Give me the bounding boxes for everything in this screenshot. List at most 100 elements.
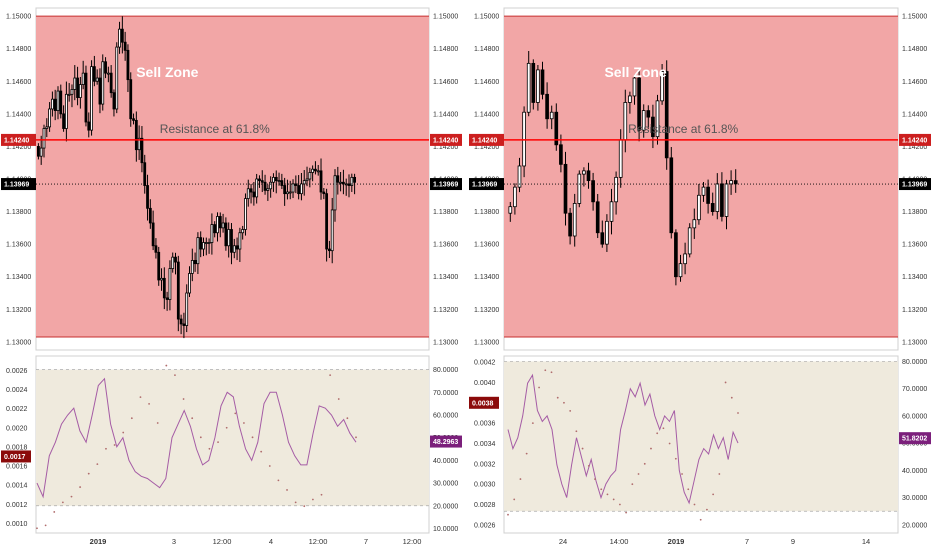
- indicator-dot: [277, 479, 280, 482]
- indicator-tick-right: 40.0000: [433, 458, 458, 465]
- price-tick-right: 1.14800: [433, 46, 458, 53]
- candle-body: [701, 186, 706, 196]
- chart-panel-1: Sell Zone Resistance at 61.8% 1.15000 1.150…: [1, 7, 462, 546]
- indicator-dot: [544, 369, 547, 372]
- indicator-dot: [693, 503, 696, 506]
- candle-body: [272, 176, 275, 183]
- price-tick-left: 1.15000: [474, 14, 499, 21]
- candle-body: [297, 185, 301, 195]
- candle-body: [260, 180, 264, 183]
- resistance-badge-right-bg: [899, 133, 931, 146]
- candle-body: [134, 119, 138, 151]
- price-tick-left: 1.13400: [6, 274, 31, 281]
- price-tick-left: 1.13600: [6, 242, 31, 249]
- indicator-tick-left: 0.0036: [474, 421, 496, 428]
- indicator-dot: [286, 489, 288, 491]
- indicator-dot: [44, 524, 47, 527]
- price-tick-right: 1.13200: [433, 307, 458, 314]
- indicator-dot: [581, 447, 584, 450]
- indicator-tick-right: 10.0000: [433, 526, 458, 533]
- indicator-dot: [105, 447, 107, 450]
- indicator-dot: [563, 401, 565, 404]
- candle-body: [277, 180, 281, 183]
- candle-body: [210, 224, 214, 243]
- candle-body: [53, 98, 57, 111]
- candle-body: [605, 220, 609, 245]
- current-price-badge-right-bg: [899, 178, 931, 191]
- candle-body: [554, 111, 559, 146]
- candle-body: [347, 183, 351, 186]
- candle-body: [230, 229, 233, 253]
- price-tick-left: 1.14200: [474, 144, 499, 151]
- indicator-dot: [706, 508, 708, 511]
- current-price-badge-right: 1.13969: [899, 178, 931, 191]
- candle-body: [586, 170, 591, 182]
- current-price-badge-left-text: 1.13969: [4, 182, 29, 189]
- indicator-tick-left: 0.0012: [6, 502, 28, 509]
- candle-body: [73, 77, 77, 90]
- candle-body: [45, 126, 49, 129]
- price-tick-right: 1.14800: [902, 46, 927, 53]
- current-price-badge-right-text: 1.13969: [433, 182, 458, 189]
- candle-body: [104, 61, 107, 74]
- resistance-label: Resistance at 61.8%: [160, 122, 270, 136]
- candle-body: [632, 77, 637, 97]
- price-tick-left: 1.15000: [6, 14, 31, 21]
- indicator-dot: [687, 488, 690, 491]
- indicator-badge-left: 0.0038: [469, 396, 499, 409]
- candle-body: [202, 242, 205, 250]
- resistance-badge-right: 1.14240: [430, 133, 462, 146]
- indicator-dot: [600, 488, 603, 491]
- indicator-badge-left-bg: [1, 450, 31, 463]
- price-tick-left: 1.13200: [6, 307, 31, 314]
- indicator-tick-right: 70.0000: [433, 390, 458, 397]
- candle-body: [162, 277, 166, 299]
- candles: [36, 16, 357, 339]
- x-tick-label: 7: [364, 537, 368, 546]
- candle-body: [646, 110, 651, 118]
- indicator-dot: [656, 432, 659, 435]
- price-tick-right: 1.15000: [433, 14, 458, 21]
- candle-body: [199, 237, 203, 250]
- candle-body: [697, 194, 701, 221]
- indicator-tick-left: 0.0028: [474, 502, 496, 509]
- candle-body: [710, 203, 715, 212]
- candle-body: [216, 216, 219, 234]
- candle-body: [526, 62, 531, 113]
- indicator-dot: [61, 501, 64, 504]
- indicator-dot: [225, 426, 228, 429]
- candle-body: [157, 251, 161, 281]
- price-tick-right: 1.15000: [902, 14, 927, 21]
- x-tick-label: 2019: [90, 537, 107, 546]
- candle-body: [609, 201, 614, 222]
- indicator-badge-right-text: 48.2963: [433, 439, 458, 446]
- indicator-dot: [165, 364, 168, 367]
- indicator-dots: [507, 369, 739, 521]
- price-tick-right: 1.13600: [902, 242, 927, 249]
- candle-body: [328, 248, 331, 252]
- candle-body: [42, 128, 46, 149]
- candle-body: [154, 245, 158, 253]
- candle-body: [252, 191, 256, 198]
- candle-body: [715, 183, 720, 212]
- indicator-dot: [148, 402, 150, 405]
- candle-body: [204, 242, 208, 244]
- candle-body: [577, 173, 582, 204]
- indicator-band: [504, 361, 898, 512]
- indicator-tick-left: 0.0030: [474, 482, 496, 489]
- candle-body: [342, 181, 345, 185]
- indicator-dot: [531, 422, 534, 425]
- indicator-badge-right-text: 51.8202: [902, 436, 927, 443]
- candle-body: [687, 227, 692, 255]
- candle-body: [655, 100, 660, 138]
- current-price-badge-left: 1.13969: [469, 178, 504, 191]
- price-tick-right: 1.13800: [433, 209, 458, 216]
- x-tick-label: 12:00: [403, 537, 422, 546]
- indicator-dot: [712, 493, 715, 496]
- indicator-dot: [668, 442, 671, 445]
- candle-body: [614, 176, 618, 203]
- x-tick-label: 12:00: [213, 537, 232, 546]
- current-price-badge-right-bg: [430, 178, 462, 191]
- candle-body: [249, 188, 253, 193]
- indicator-dot: [637, 473, 640, 475]
